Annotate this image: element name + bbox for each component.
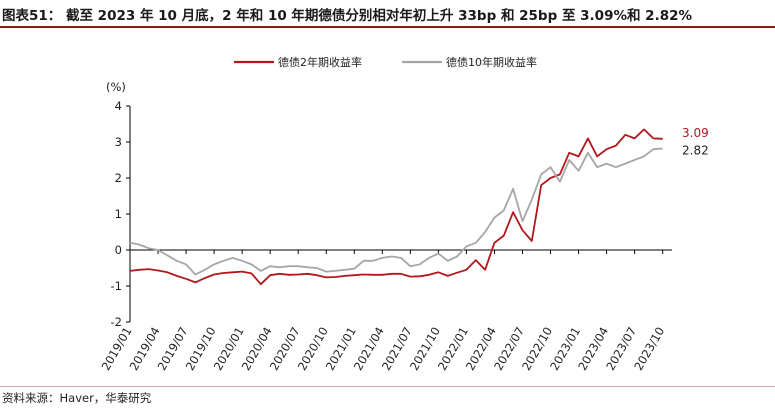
legend-label-2y: 德债2年期收益率 <box>278 55 362 69</box>
legend-label-10y: 德债10年期收益率 <box>446 55 537 69</box>
legend: 德债2年期收益率 德债10年期收益率 <box>234 55 537 69</box>
y-axis-unit-label: (%) <box>106 80 126 94</box>
figure-title: 图表51： 截至 2023 年 10 月底，2 年和 10 年期德债分别相对年初… <box>2 8 693 24</box>
y-tick-label: 2 <box>115 171 122 185</box>
bund-10y-end-value: 2.82 <box>682 143 709 157</box>
bund-2y-yield-line <box>129 128 663 286</box>
end-labels: 3.09 2.82 <box>682 126 709 158</box>
source-note: 资料来源：Haver，华泰研究 <box>2 391 152 405</box>
source-divider <box>0 386 775 387</box>
y-tick-label: 1 <box>115 207 122 221</box>
yield-line-chart: (%) 德债2年期收益率 德债10年期收益率 -2-1012342019/0120… <box>99 55 709 373</box>
series-layer <box>129 128 663 286</box>
y-tick-label: 4 <box>115 99 122 113</box>
bund-2y-end-value: 3.09 <box>682 126 709 140</box>
y-tick-label: 3 <box>115 135 122 149</box>
y-tick-label: 0 <box>115 243 122 257</box>
y-tick-label: -2 <box>111 315 122 329</box>
title-divider <box>0 26 775 28</box>
y-tick-label: -1 <box>111 279 122 293</box>
bund-10y-yield-line <box>129 147 663 276</box>
axes: -2-1012342019/012019/042019/072019/10202… <box>99 99 672 373</box>
